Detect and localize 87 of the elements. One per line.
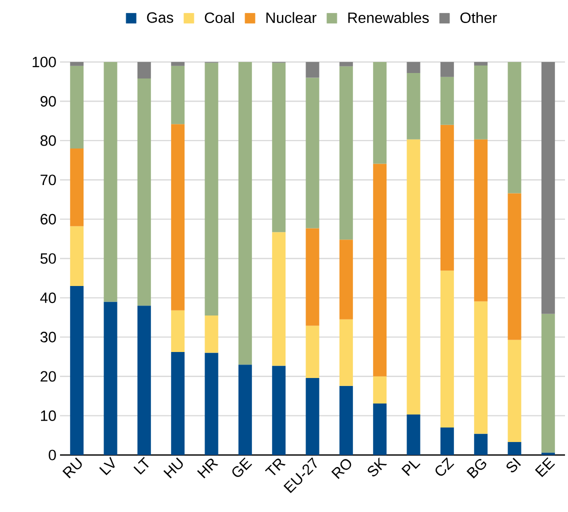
bar xyxy=(474,301,488,434)
bar xyxy=(70,148,84,226)
bar xyxy=(508,340,522,442)
bar xyxy=(306,62,320,78)
bar xyxy=(272,62,286,232)
bar xyxy=(541,314,555,453)
bar xyxy=(70,62,84,66)
y-tick-label: 100 xyxy=(32,56,56,68)
y-tick-label: 20 xyxy=(40,371,56,382)
x-tick-label: HU xyxy=(163,458,183,478)
bar xyxy=(171,310,185,352)
bar xyxy=(373,62,387,164)
x-tick-label: RU xyxy=(62,458,82,478)
y-tick-label: 30 xyxy=(40,332,56,342)
bar xyxy=(204,315,218,353)
bar xyxy=(171,66,185,124)
y-tick-label: 60 xyxy=(40,214,56,224)
bar xyxy=(406,62,420,73)
bar xyxy=(440,76,454,125)
bar xyxy=(508,62,522,194)
x-tick-label: EE xyxy=(534,457,555,478)
legend-label: Nuclear xyxy=(266,12,316,24)
x-tick-label: HR xyxy=(197,458,218,478)
legend-label: Renewables xyxy=(348,12,429,24)
x-tick-label: RO xyxy=(331,459,352,480)
bar xyxy=(238,62,252,365)
x-tick-label: LT xyxy=(133,456,149,475)
bar xyxy=(104,302,118,455)
y-tick-label: 40 xyxy=(40,292,56,304)
bar xyxy=(204,352,218,455)
bar xyxy=(406,139,420,415)
bar xyxy=(171,352,185,455)
bar xyxy=(508,193,522,340)
x-tick-label: SK xyxy=(368,457,388,476)
bar xyxy=(137,78,151,306)
bar xyxy=(474,62,488,66)
x-tick-label: PL xyxy=(401,460,420,476)
bar xyxy=(373,404,387,455)
legend-label: Other xyxy=(460,12,497,24)
bar xyxy=(373,376,387,404)
bar xyxy=(306,78,320,228)
bar xyxy=(306,326,320,378)
x-tick-label: CZ xyxy=(436,457,454,476)
y-tick-label: 0 xyxy=(48,450,56,460)
bar xyxy=(339,62,353,66)
bar xyxy=(70,226,84,286)
bar xyxy=(306,378,320,455)
y-tick-label: 10 xyxy=(41,410,56,421)
bar xyxy=(508,442,522,455)
bar xyxy=(440,62,454,77)
bar xyxy=(373,164,387,376)
bar xyxy=(440,124,454,271)
bar xyxy=(137,306,151,455)
bar xyxy=(171,124,185,310)
y-tick-label: 80 xyxy=(40,135,56,146)
bar xyxy=(238,364,252,455)
x-tick-label: GE xyxy=(232,457,252,477)
bar xyxy=(70,286,84,455)
bar xyxy=(204,62,218,316)
bar xyxy=(272,366,286,455)
bar xyxy=(440,270,454,428)
y-tick-label: 70 xyxy=(40,174,56,186)
bar xyxy=(541,62,555,314)
bar xyxy=(272,232,286,366)
x-tick-label: TR xyxy=(264,458,286,476)
legend-label: Gas xyxy=(147,12,174,23)
bar xyxy=(339,319,353,386)
x-tick-label: SI xyxy=(506,458,521,472)
bar xyxy=(440,427,454,455)
bar xyxy=(474,66,488,140)
bar xyxy=(70,66,84,148)
x-tick-label: LV xyxy=(99,456,115,476)
y-tick-label: 90 xyxy=(40,96,56,107)
y-tick-label: 50 xyxy=(40,253,56,264)
bar xyxy=(474,434,488,455)
bar xyxy=(306,228,320,326)
bar xyxy=(406,414,420,455)
bar xyxy=(474,139,488,302)
legend-label: Coal xyxy=(204,12,234,24)
bar xyxy=(339,386,353,455)
bar xyxy=(137,62,151,78)
bar xyxy=(104,62,118,302)
x-tick-label: BG xyxy=(466,459,486,478)
bar xyxy=(406,72,420,140)
bar xyxy=(171,62,185,66)
bar xyxy=(339,240,353,320)
bar xyxy=(339,66,353,240)
